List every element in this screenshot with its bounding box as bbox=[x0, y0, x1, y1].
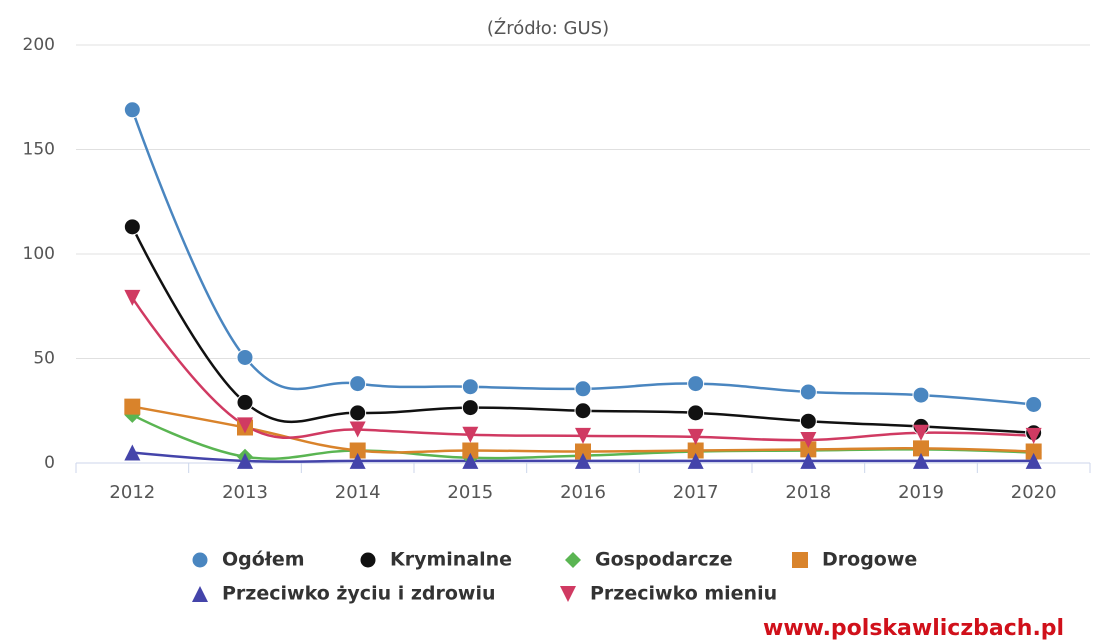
data-point bbox=[124, 398, 141, 415]
data-point bbox=[687, 442, 704, 459]
data-point bbox=[1025, 452, 1042, 469]
data-point bbox=[462, 426, 479, 443]
data-point bbox=[1025, 395, 1043, 413]
data-point bbox=[800, 441, 817, 458]
legend-label: Gospodarcze bbox=[595, 549, 733, 571]
data-point bbox=[349, 421, 366, 438]
series-line bbox=[131, 226, 1034, 434]
data-point bbox=[236, 348, 254, 366]
legend-label: Kryminalne bbox=[390, 549, 512, 571]
data-point bbox=[575, 427, 591, 444]
legend-label: Ogółem bbox=[222, 549, 305, 571]
legend-marker bbox=[792, 552, 808, 568]
x-tick-label: 2014 bbox=[335, 482, 381, 503]
legend-label: Drogowe bbox=[822, 549, 917, 571]
data-point bbox=[123, 218, 141, 236]
data-point bbox=[799, 412, 817, 430]
legend-label: Przeciwko mieniu bbox=[590, 583, 777, 605]
y-tick-label: 0 bbox=[44, 453, 55, 473]
data-point bbox=[349, 404, 367, 422]
data-point bbox=[461, 399, 479, 417]
data-point bbox=[574, 380, 592, 398]
data-point bbox=[913, 424, 929, 441]
data-point bbox=[349, 452, 366, 469]
data-point bbox=[123, 101, 141, 119]
data-point bbox=[800, 452, 817, 469]
data-point bbox=[574, 402, 592, 420]
data-point bbox=[575, 452, 591, 469]
data-point bbox=[687, 452, 704, 469]
data-point bbox=[349, 442, 366, 459]
x-tick-label: 2019 bbox=[898, 482, 944, 503]
x-tick-label: 2013 bbox=[222, 482, 268, 503]
y-tick-label: 200 bbox=[23, 35, 55, 55]
legend-marker bbox=[359, 551, 377, 569]
x-tick-label: 2018 bbox=[785, 482, 831, 503]
watermark: www.polskawliczbach.pl bbox=[763, 616, 1064, 641]
data-point bbox=[236, 393, 254, 411]
data-point bbox=[913, 440, 929, 457]
legend-marker bbox=[192, 586, 208, 602]
data-point bbox=[349, 375, 367, 393]
data-point bbox=[687, 404, 705, 422]
y-tick-label: 150 bbox=[23, 140, 55, 160]
data-point bbox=[461, 378, 479, 396]
x-tick-label: 2012 bbox=[109, 482, 155, 503]
data-point bbox=[912, 386, 930, 404]
legend-label: Przeciwko życiu i zdrowiu bbox=[222, 583, 496, 605]
legend-marker bbox=[191, 551, 209, 569]
series-line bbox=[131, 109, 1034, 406]
data-point bbox=[462, 452, 479, 469]
data-point bbox=[124, 289, 141, 306]
data-point bbox=[462, 442, 479, 459]
x-tick-label: 2020 bbox=[1011, 482, 1057, 503]
data-point bbox=[237, 452, 253, 469]
data-point bbox=[237, 417, 253, 434]
data-point bbox=[799, 383, 817, 401]
y-tick-label: 50 bbox=[33, 349, 55, 369]
chart-subtitle: (Źródło: GUS) bbox=[487, 17, 609, 39]
data-point bbox=[913, 452, 929, 469]
series-line bbox=[131, 297, 1034, 442]
data-point bbox=[1025, 443, 1042, 460]
legend-marker bbox=[560, 586, 576, 602]
data-point bbox=[124, 444, 141, 461]
data-point bbox=[575, 443, 591, 460]
data-point bbox=[1025, 427, 1042, 444]
legend-marker bbox=[565, 552, 581, 568]
y-tick-label: 100 bbox=[23, 244, 55, 264]
data-point bbox=[687, 428, 704, 445]
data-point bbox=[687, 375, 705, 393]
x-tick-label: 2015 bbox=[447, 482, 493, 503]
data-point bbox=[800, 432, 817, 449]
x-tick-label: 2017 bbox=[673, 482, 719, 503]
x-tick-label: 2016 bbox=[560, 482, 606, 503]
